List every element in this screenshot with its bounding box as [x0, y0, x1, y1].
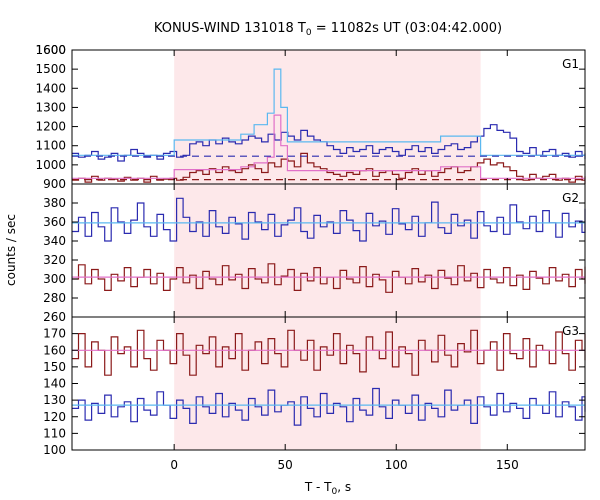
- x-axis-label-subscript: 0: [332, 487, 338, 497]
- y-tick-label: 140: [43, 377, 66, 391]
- panel-g3: 100 110 120 130 140 150 160 170 G3: [43, 316, 586, 457]
- panel-g2: 260 280 300 320 340 360 380 G2: [43, 183, 586, 324]
- y-tick-label: 1000: [35, 158, 66, 172]
- y-tick-label: 340: [43, 234, 66, 248]
- y-tick-label: 160: [43, 343, 66, 357]
- y-tick-label: 1300: [35, 100, 66, 114]
- y-tick-label: 260: [43, 310, 66, 324]
- y-tick-label: 320: [43, 253, 66, 267]
- y-tick-label: 300: [43, 272, 66, 286]
- y-tick-label: 1600: [35, 43, 66, 57]
- x-tick-label: 150: [496, 458, 519, 472]
- x-tick-label: 100: [385, 458, 408, 472]
- panel-g3-series-2: [72, 387, 586, 426]
- panel-g1-series-4: [72, 114, 585, 179]
- x-axis-label-main: T - T: [304, 480, 332, 494]
- x-tick-label: 0: [170, 458, 178, 472]
- y-tick-label: 900: [43, 177, 66, 191]
- panel-g1-series-2: [72, 152, 586, 184]
- y-tick-label: 280: [43, 291, 66, 305]
- y-tick-label: 380: [43, 196, 66, 210]
- y-tick-label: 1100: [35, 139, 66, 153]
- y-tick-label: 1500: [35, 62, 66, 76]
- chart-title-subscript: 0: [306, 28, 312, 38]
- highlight-interval: [174, 50, 481, 450]
- x-axis-label: T - T0, s: [304, 480, 351, 497]
- y-tick-label: 120: [43, 410, 66, 424]
- y-tick-label: 170: [43, 327, 66, 341]
- panel-g2-series-1: [72, 197, 586, 242]
- y-tick-label: 1600: [35, 43, 66, 57]
- panel-label: G1: [562, 57, 579, 71]
- chart-title-tail: = 11082s UT (03:04:42.000): [312, 21, 502, 36]
- y-tick-label: 100: [43, 443, 66, 457]
- y-tick-label: 1400: [35, 81, 66, 95]
- panel-label: G2: [562, 191, 579, 205]
- panel-label: G3: [562, 324, 579, 338]
- chart-title-main: KONUS-WIND 131018 T: [154, 21, 306, 36]
- panel-g1-series-3: [72, 68, 585, 156]
- x-axis-label-tail: , s: [337, 480, 351, 494]
- panel-g2-series-2: [72, 263, 586, 293]
- y-tick-label: 360: [43, 215, 66, 229]
- x-tick-label: 50: [278, 458, 293, 472]
- panel-g1-series-1: [72, 124, 586, 162]
- chart-title: KONUS-WIND 131018 T0 = 11082s UT (03:04:…: [154, 21, 502, 38]
- panel-g3-series-1: [72, 329, 586, 376]
- y-axis-label: counts / sec: [4, 214, 18, 286]
- y-tick-label: 110: [43, 426, 66, 440]
- y-tick-label: 1200: [35, 120, 66, 134]
- plot-area: 90010001100120013001400150016001600G1260…: [35, 43, 586, 472]
- y-tick-label: 150: [43, 360, 66, 374]
- y-tick-label: 130: [43, 393, 66, 407]
